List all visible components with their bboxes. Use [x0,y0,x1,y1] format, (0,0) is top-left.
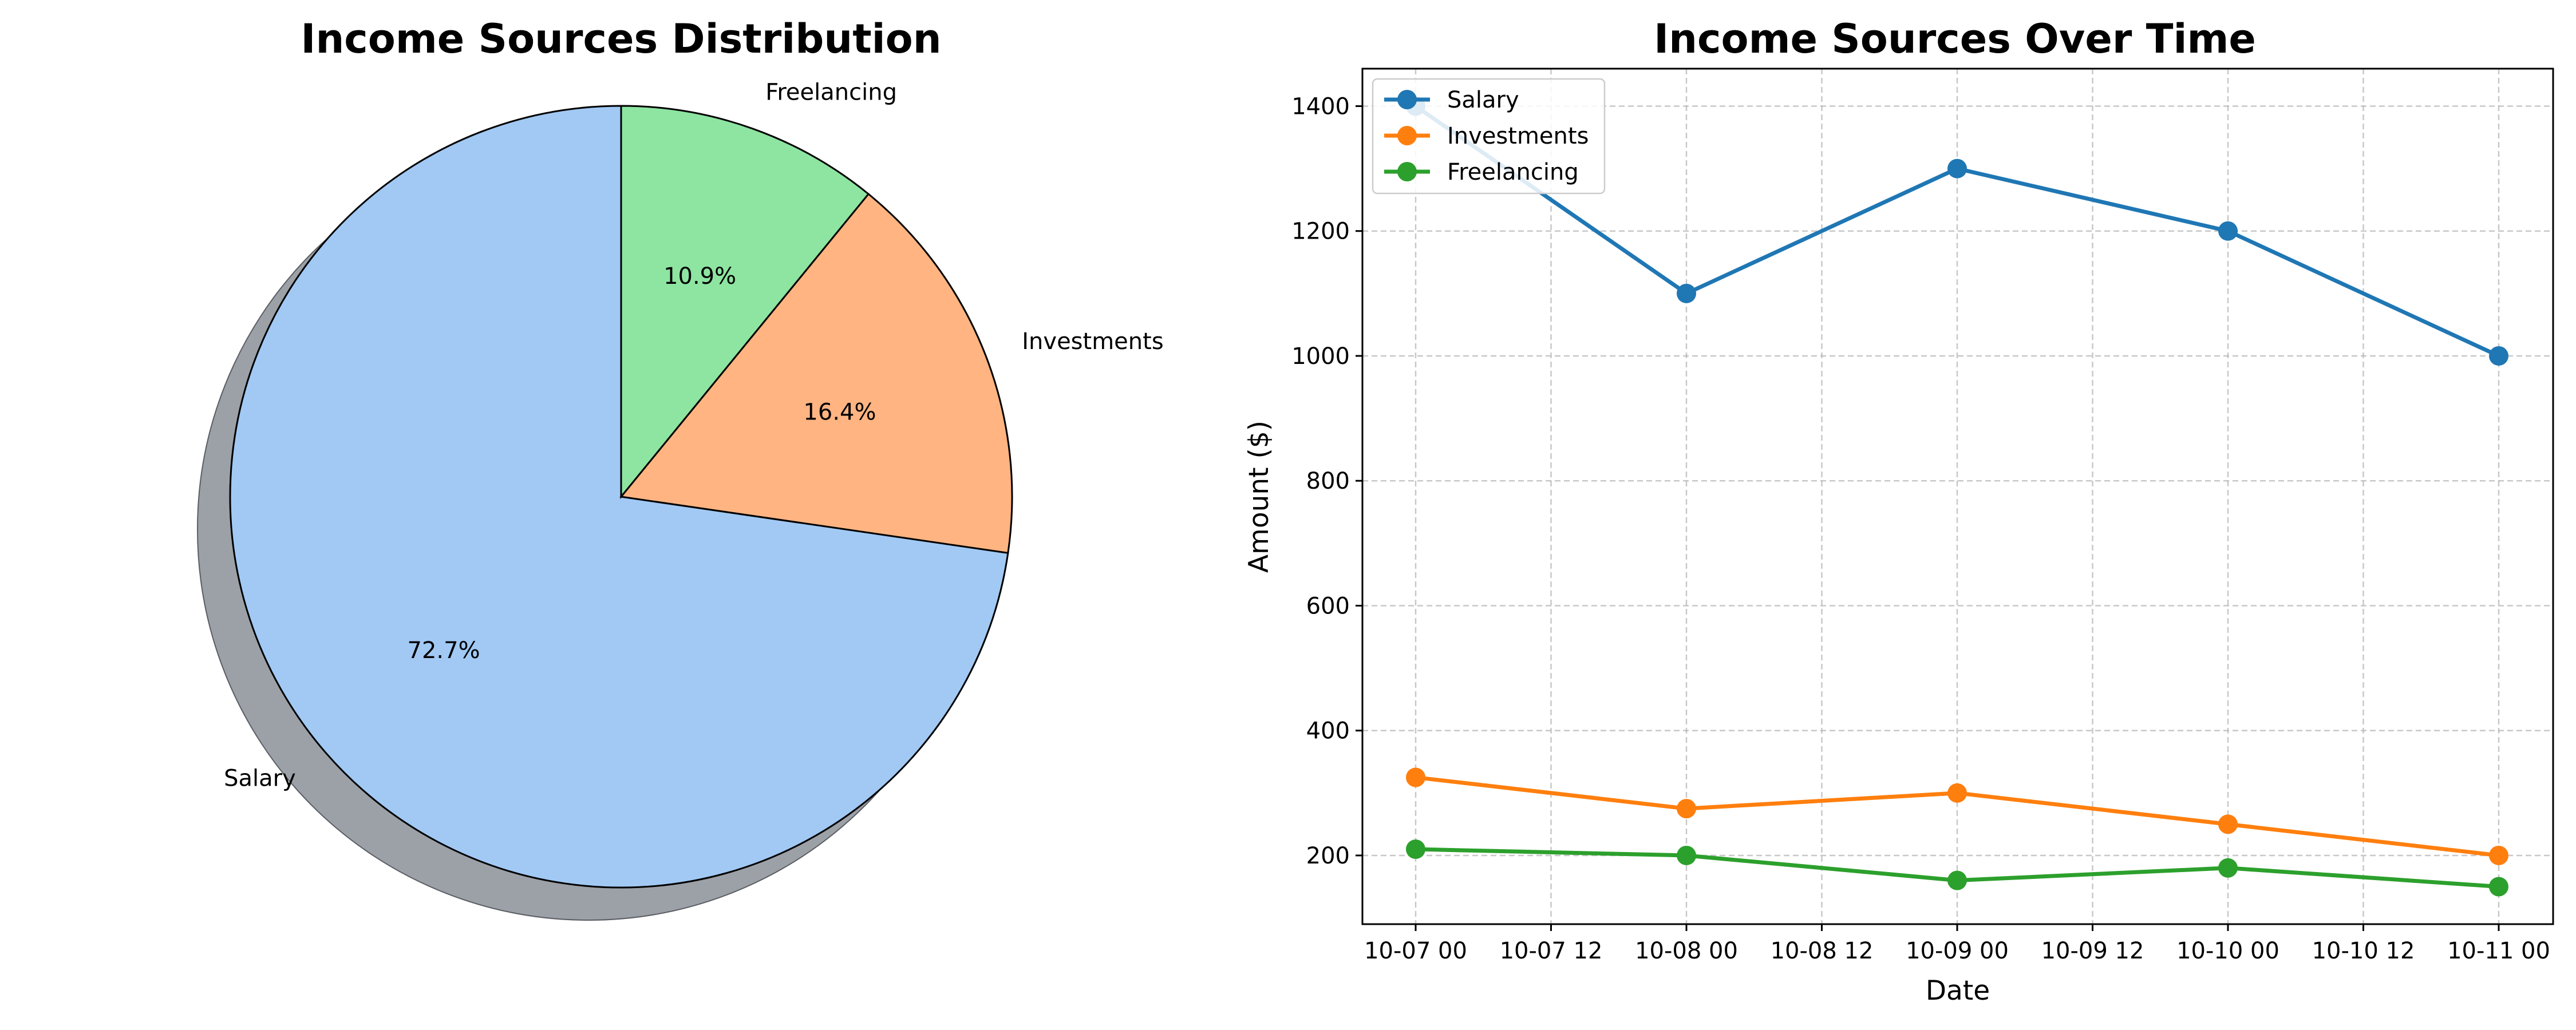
data-point-freelancing [1947,870,1967,890]
legend-swatch-marker [1397,90,1417,109]
data-point-freelancing [1677,845,1696,865]
x-tick-label: 10-07 12 [1500,938,1603,964]
x-tick-label: 10-11 00 [2447,938,2550,964]
line-title: Income Sources Over Time [1654,15,2256,62]
pie-slice-investments [619,192,1013,554]
pie-slices [229,105,1013,889]
line-chart: Income Sources Over Time 10-07 00 10-07 1… [1243,15,2554,1007]
legend-label-investments: Investments [1447,123,1589,149]
x-tick-label: 10-09 00 [1906,938,2009,964]
pie-title: Income Sources Distribution [301,15,941,62]
y-axis-ticks: 200 400 600 800 1000 1200 1400 [1291,93,1362,869]
data-point-investments [1677,799,1696,819]
x-tick-label: 10-10 12 [2312,938,2415,964]
data-point-freelancing [2218,858,2238,878]
pie-percent-label: 16.4% [803,399,876,426]
data-point-salary [2489,346,2508,366]
data-point-investments [2489,845,2508,865]
legend-swatch-marker [1397,126,1417,145]
x-axis-ticks: 10-07 00 10-07 12 10-08 00 10-08 12 10-09 00… [1364,924,2550,964]
pie-category-label: Investments [1022,328,1163,355]
pie-percent-label: 10.9% [663,263,736,290]
legend-label-salary: Salary [1447,87,1519,113]
data-point-investments [1947,783,1967,803]
data-point-investments [1406,767,1425,787]
y-tick-label: 1200 [1291,219,1350,245]
y-tick-label: 200 [1306,843,1350,869]
pie-category-label: Freelancing [765,79,897,105]
data-point-salary [1677,283,1696,303]
legend-label-freelancing: Freelancing [1447,159,1579,185]
legend-box [1372,78,1606,195]
x-tick-label: 10-09 12 [2041,938,2144,964]
data-point-freelancing [2489,877,2508,897]
data-point-salary [2218,221,2238,241]
gridlines [1362,69,2553,924]
legend: Salary Investments Freelancing [1372,78,1606,195]
y-tick-label: 400 [1306,718,1350,744]
legend-swatch-marker [1397,162,1417,181]
pie-category-label: Salary [224,766,296,792]
x-axis-label: Date [1926,975,1990,1007]
pie-labels: Salary 72.7% Investments 16.4% Freelancing 10… [224,79,1164,791]
y-tick-label: 1400 [1291,93,1350,120]
x-tick-label: 10-08 12 [1771,938,1874,964]
x-tick-label: 10-10 00 [2176,938,2279,964]
data-point-salary [1947,159,1967,179]
x-tick-label: 10-07 00 [1364,938,1467,964]
data-point-freelancing [1406,839,1425,859]
y-axis-label: Amount ($) [1243,421,1275,573]
pie-slice-salary [229,105,1009,889]
pie-chart: Income Sources Distribution Salary 72.7% I… [197,15,1164,921]
y-tick-label: 1000 [1291,343,1350,370]
x-tick-label: 10-08 00 [1635,938,1738,964]
data-point-investments [2218,814,2238,834]
y-tick-label: 600 [1306,593,1350,619]
pie-slice-freelancing [620,105,870,500]
y-tick-label: 800 [1306,468,1350,494]
pie-percent-label: 72.7% [408,637,480,664]
